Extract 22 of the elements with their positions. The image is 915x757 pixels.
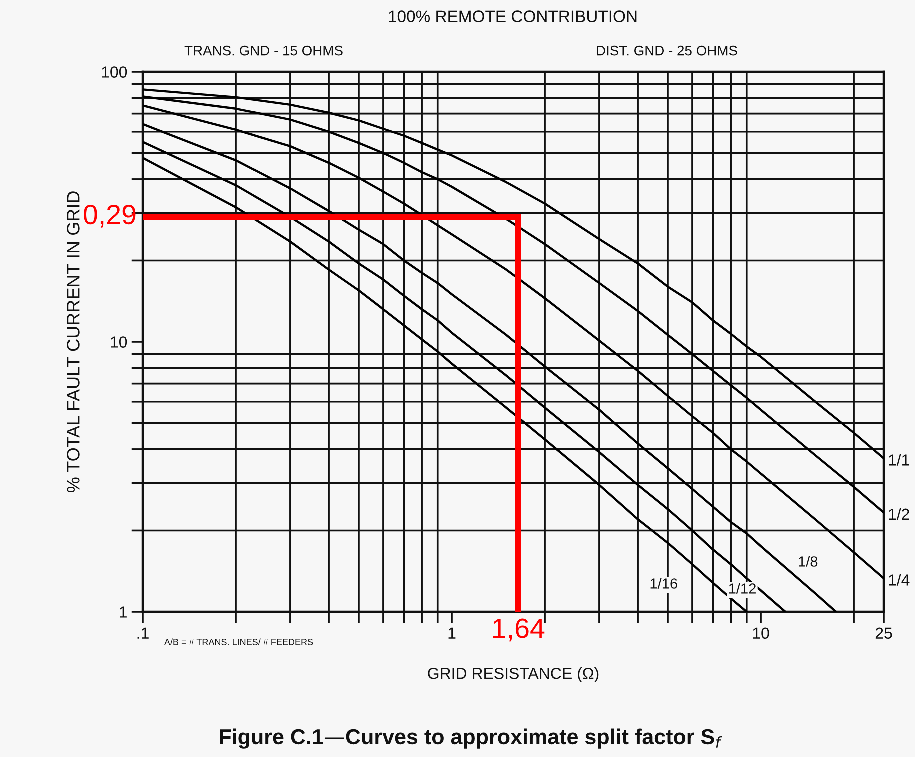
text: A/B = # TRANS. LINES/ # FEEDERS (164, 638, 314, 646)
series-label: 1/12 (729, 583, 756, 594)
chart-title: 100% REMOTE CONTRIBUTION (389, 10, 637, 22)
series-label: 1/1 (889, 454, 910, 466)
y-axis-title: % TOTAL FAULT CURRENT IN GRID (67, 192, 80, 493)
text: TRANS. GND - 15 OHMS (184, 46, 343, 56)
text: Figure C.1—Curves to approximate split factor S$_{f}$ (220, 728, 723, 749)
y-tick-label: 1 (120, 606, 127, 618)
series-label: 1/2 (889, 508, 910, 520)
x-tick-label: 25 (876, 628, 892, 640)
series-label: 1/8 (799, 556, 818, 567)
x-tick-label: 10 (753, 628, 770, 640)
series-label: 1/16 (650, 578, 678, 589)
x-tick-label: 1 (448, 628, 456, 639)
y-tick-label: 100 (102, 66, 128, 78)
x-tick-label: .1 (138, 628, 149, 639)
x-axis-title: GRID RESISTANCE (Ω) (428, 668, 599, 682)
y-tick-label: 10 (111, 336, 128, 348)
ref-line-label: 1,64 (493, 618, 545, 642)
annotation: 0,29 (84, 204, 136, 228)
text: DIST. GND - 25 OHMS (597, 46, 738, 56)
series-label: 1/4 (889, 574, 910, 586)
